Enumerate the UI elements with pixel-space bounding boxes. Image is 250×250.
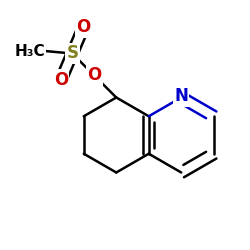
Text: O: O (87, 66, 102, 84)
Text: H₃C: H₃C (14, 44, 45, 59)
Text: N: N (174, 87, 188, 105)
Text: O: O (76, 18, 91, 36)
Text: S: S (66, 44, 78, 62)
Text: O: O (54, 71, 68, 89)
